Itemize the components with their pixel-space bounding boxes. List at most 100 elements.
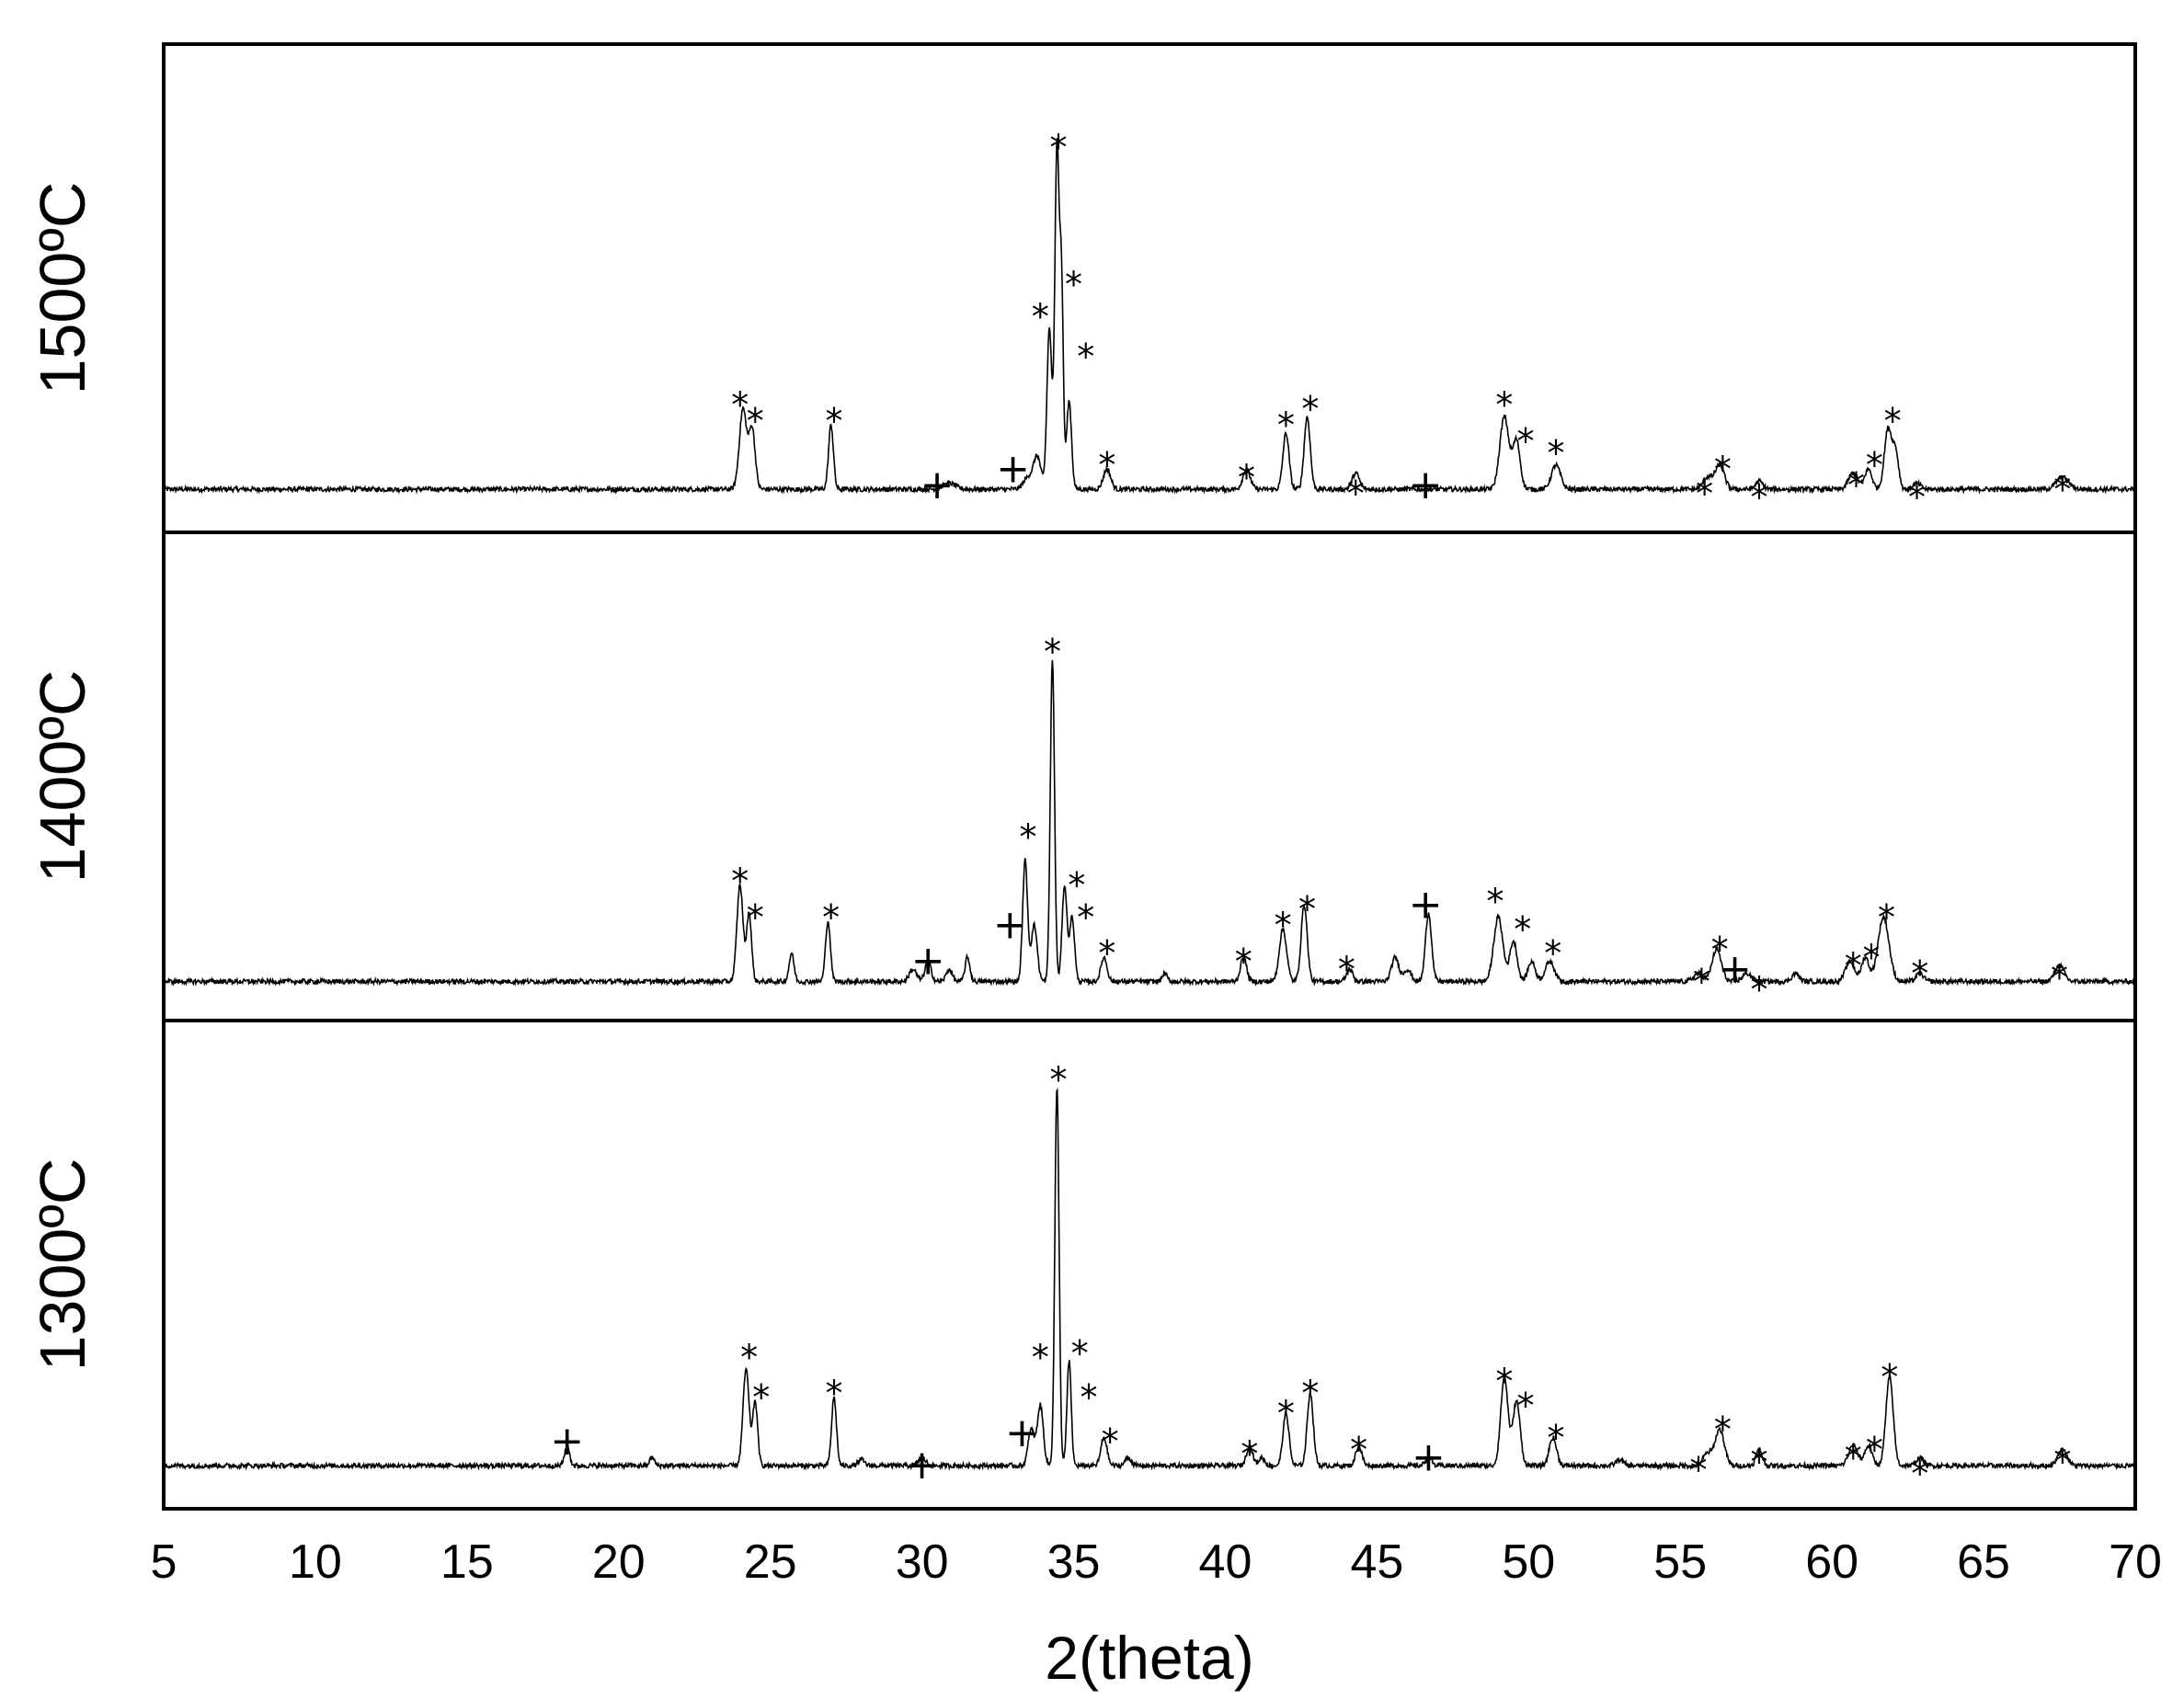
star-marker-1-26: * xyxy=(2053,469,2071,509)
star-marker-1-25: * xyxy=(1908,477,1926,518)
panels-group: ****** *+ + * ** ** +** **** * *** *1500ºC****** *+… xyxy=(27,42,2137,1511)
star-marker-3-4: * xyxy=(1081,1377,1098,1418)
panel-3: ** **** *+++ * ** ** +****** * *** *1300ºC xyxy=(27,1019,2137,1511)
panel-label-2: 1400ºC xyxy=(27,670,98,884)
star-marker-1-23: * xyxy=(1866,445,1883,485)
star-marker-1-3: * xyxy=(1065,264,1082,304)
star-marker-2-17: * xyxy=(1514,909,1531,950)
plus-marker-2-9: + xyxy=(993,901,1027,948)
x-tick-label-45: 45 xyxy=(1350,1535,1403,1589)
pattern-line-2 xyxy=(163,659,2136,987)
star-marker-3-19: * xyxy=(1547,1418,1564,1458)
star-marker-2-11: * xyxy=(1235,941,1252,982)
star-marker-2-22: * xyxy=(1750,970,1767,1010)
star-marker-1-21: * xyxy=(1750,477,1767,518)
pattern-line-1 xyxy=(163,138,2136,495)
star-marker-3-17: * xyxy=(1495,1362,1513,1402)
star-marker-1-7: * xyxy=(825,401,842,441)
star-marker-1-17: * xyxy=(1517,421,1535,462)
star-marker-1-10: * xyxy=(1098,445,1115,485)
plus-marker-1-9: + xyxy=(996,445,1030,492)
x-tick-label-60: 60 xyxy=(1805,1535,1858,1589)
plus-marker-1-8: + xyxy=(920,462,955,508)
star-marker-2-20: * xyxy=(1711,930,1729,970)
panel-frame-1 xyxy=(162,42,2137,534)
star-marker-3-3: * xyxy=(1071,1333,1089,1374)
star-marker-3-22: * xyxy=(1750,1442,1767,1482)
x-axis-title: 2(theta) xyxy=(1045,1624,1253,1692)
x-tick-label-50: 50 xyxy=(1502,1535,1555,1589)
star-marker-1-12: * xyxy=(1277,405,1295,445)
star-marker-2-5: * xyxy=(731,861,749,901)
star-marker-2-24: * xyxy=(1863,938,1881,978)
panel-label-3: 1300ºC xyxy=(27,1158,98,1372)
star-marker-1-14: * xyxy=(1347,473,1365,514)
star-marker-1-24: * xyxy=(1884,401,1902,441)
star-marker-2-25: * xyxy=(1878,897,1895,938)
star-marker-3-25: * xyxy=(1881,1357,1898,1398)
plus-marker-3-9: + xyxy=(905,1442,939,1489)
star-marker-1-2: * xyxy=(1032,296,1049,337)
star-marker-1-11: * xyxy=(1238,457,1255,497)
panel-1: ****** *+ + * ** ** +** **** * *** *1500ºC xyxy=(27,42,2137,534)
x-tick-label-5: 5 xyxy=(151,1535,177,1589)
star-marker-2-12: * xyxy=(1275,906,1292,946)
star-marker-2-2: * xyxy=(1020,816,1037,857)
star-marker-3-18: * xyxy=(1517,1386,1535,1426)
star-marker-3-5: * xyxy=(740,1337,758,1377)
star-marker-3-23: * xyxy=(1845,1438,1862,1478)
x-tick-label-15: 15 xyxy=(440,1535,494,1589)
star-marker-2-4: * xyxy=(1077,897,1094,938)
star-marker-3-2: * xyxy=(1032,1337,1049,1377)
star-marker-3-6: * xyxy=(752,1377,770,1418)
star-marker-2-6: * xyxy=(747,897,764,938)
panel-label-1: 1500ºC xyxy=(27,182,98,395)
star-marker-1-20: * xyxy=(1714,450,1732,490)
x-tick-label-40: 40 xyxy=(1199,1535,1252,1589)
plus-marker-2-15: + xyxy=(1409,881,1443,928)
plus-marker-3-10: + xyxy=(1005,1409,1039,1456)
x-tick-label-35: 35 xyxy=(1047,1535,1101,1589)
star-marker-2-3: * xyxy=(1068,865,1085,906)
star-marker-1-5: * xyxy=(731,385,749,426)
star-marker-3-20: * xyxy=(1690,1450,1708,1490)
x-tick-label-70: 70 xyxy=(2109,1535,2162,1589)
star-marker-3-27: * xyxy=(2053,1442,2071,1482)
star-marker-1-6: * xyxy=(747,401,764,441)
star-marker-1-18: * xyxy=(1547,433,1564,473)
panel-frame-2 xyxy=(162,531,2137,1022)
x-tick-label-30: 30 xyxy=(896,1535,949,1589)
star-marker-1-16: * xyxy=(1495,385,1513,426)
star-marker-2-18: * xyxy=(1544,933,1561,974)
pattern-line-3 xyxy=(163,1087,2136,1471)
panel-2: ****** *++* ** **+ *****+** *** *1400ºC xyxy=(27,531,2137,1022)
plus-marker-2-8: + xyxy=(911,938,945,985)
x-tick-label-55: 55 xyxy=(1653,1535,1707,1589)
star-marker-2-14: * xyxy=(1338,950,1355,990)
plus-marker-1-15: + xyxy=(1409,462,1443,508)
star-marker-3-26: * xyxy=(1911,1454,1928,1494)
plus-marker-3-16: + xyxy=(1412,1433,1446,1480)
star-marker-2-10: * xyxy=(1098,933,1115,974)
star-marker-2-27: * xyxy=(2051,957,2068,998)
star-marker-3-14: * xyxy=(1301,1374,1319,1414)
star-marker-2-19: * xyxy=(1693,962,1710,1002)
star-marker-3-12: * xyxy=(1241,1433,1258,1474)
star-marker-2-13: * xyxy=(1298,889,1316,930)
plus-marker-3-8: + xyxy=(550,1418,584,1465)
plus-marker-2-21: + xyxy=(1718,945,1752,992)
star-marker-2-1: * xyxy=(1044,632,1061,672)
star-marker-2-23: * xyxy=(1845,945,1862,986)
x-axis: 5 10 15 20 25 30 35 40 45 50 55 60 65 70 xyxy=(151,1535,2162,1589)
x-tick-label-20: 20 xyxy=(592,1535,646,1589)
star-marker-1-4: * xyxy=(1077,337,1094,377)
star-marker-3-24: * xyxy=(1866,1430,1883,1470)
star-marker-3-7: * xyxy=(825,1374,842,1414)
star-marker-3-1: * xyxy=(1050,1060,1068,1101)
x-tick-label-25: 25 xyxy=(744,1535,797,1589)
star-marker-1-22: * xyxy=(1847,465,1865,506)
panel-frame-3 xyxy=(162,1019,2137,1511)
star-marker-3-21: * xyxy=(1714,1409,1732,1450)
star-marker-3-15: * xyxy=(1350,1430,1367,1470)
